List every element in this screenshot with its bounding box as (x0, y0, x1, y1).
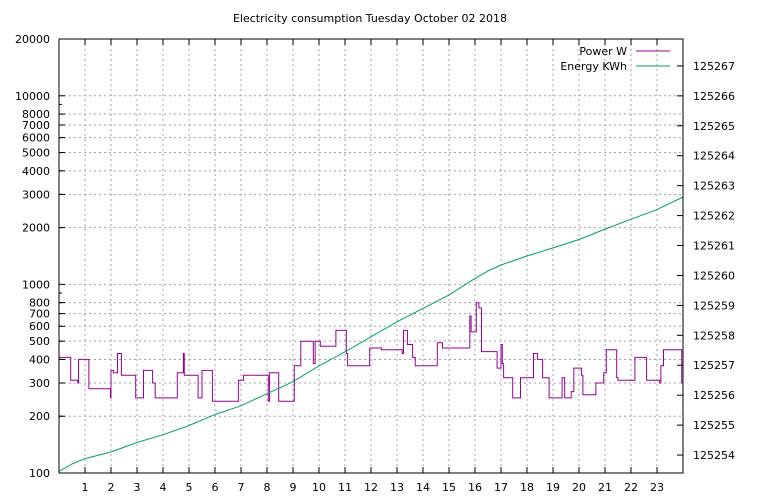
y-right-tick-label: 125254 (693, 449, 735, 462)
x-tick-label: 23 (650, 481, 664, 494)
x-tick-label: 10 (312, 481, 326, 494)
x-tick-label: 12 (364, 481, 378, 494)
x-tick-label: 1 (82, 481, 89, 494)
y-left-tick-label: 8000 (22, 108, 50, 121)
axis-ticks: 1 2 3 4 5 6 7 8 9 10 11 12 13 14 15 16 17 18 19 20 21 22 23100… (15, 33, 735, 494)
y-right-tick-label: 125257 (693, 359, 735, 372)
plot-border (58, 38, 684, 474)
chart-title: Electricity consumption Tuesday October … (233, 12, 507, 25)
x-tick-label: 6 (212, 481, 219, 494)
y-right-tick-label: 125265 (693, 120, 735, 133)
y-left-tick-label: 100 (29, 467, 50, 480)
y-right-tick-label: 125266 (693, 90, 735, 103)
x-tick-label: 14 (416, 481, 430, 494)
x-tick-label: 4 (160, 481, 167, 494)
x-tick-label: 19 (546, 481, 560, 494)
series-line-energy-kwh (58, 196, 684, 472)
y-left-tick-label: 300 (29, 377, 50, 390)
y-right-tick-label: 125256 (693, 389, 735, 402)
y-right-tick-label: 125263 (693, 180, 735, 193)
x-tick-label: 3 (134, 481, 141, 494)
x-tick-label: 21 (598, 481, 612, 494)
x-tick-label: 5 (186, 481, 193, 494)
y-right-tick-label: 125260 (693, 269, 735, 282)
x-tick-label: 2 (108, 481, 115, 494)
x-tick-label: 17 (494, 481, 508, 494)
y-left-tick-label: 7000 (22, 119, 50, 132)
legend-label: Energy KWh (560, 60, 627, 73)
x-tick-label: 13 (390, 481, 404, 494)
y-left-tick-label: 700 (29, 308, 50, 321)
y-right-tick-label: 125255 (693, 419, 735, 432)
x-tick-label: 8 (264, 481, 271, 494)
y-left-tick-label: 20000 (15, 33, 50, 46)
y-left-tick-label: 2000 (22, 222, 50, 235)
legend-label: Power W (579, 45, 627, 58)
x-tick-label: 20 (572, 481, 586, 494)
x-tick-label: 18 (520, 481, 534, 494)
x-tick-label: 16 (468, 481, 482, 494)
y-left-tick-label: 500 (29, 335, 50, 348)
legend: Power W Energy KWh (560, 45, 670, 73)
y-left-tick-label: 800 (29, 297, 50, 310)
x-tick-label: 9 (290, 481, 297, 494)
y-right-tick-label: 125261 (693, 240, 735, 253)
y-left-tick-label: 5000 (22, 147, 50, 160)
grid (59, 39, 683, 473)
y-left-tick-label: 400 (29, 353, 50, 366)
y-left-tick-label: 600 (29, 320, 50, 333)
series-line-power-w (59, 302, 683, 402)
x-tick-label: 7 (238, 481, 245, 494)
y-left-tick-label: 1000 (22, 278, 50, 291)
series-lines (58, 196, 684, 472)
x-tick-label: 15 (442, 481, 456, 494)
y-left-tick-label: 3000 (22, 188, 50, 201)
x-tick-label: 11 (338, 481, 352, 494)
y-right-tick-label: 125258 (693, 329, 735, 342)
y-left-tick-label: 6000 (22, 132, 50, 145)
y-right-tick-label: 125259 (693, 299, 735, 312)
y-left-tick-label: 4000 (22, 165, 50, 178)
y-right-tick-label: 125267 (693, 60, 735, 73)
x-tick-label: 22 (624, 481, 638, 494)
y-right-tick-label: 125262 (693, 210, 735, 223)
y-left-tick-label: 200 (29, 410, 50, 423)
y-left-tick-label: 10000 (15, 90, 50, 103)
y-right-tick-label: 125264 (693, 150, 735, 163)
